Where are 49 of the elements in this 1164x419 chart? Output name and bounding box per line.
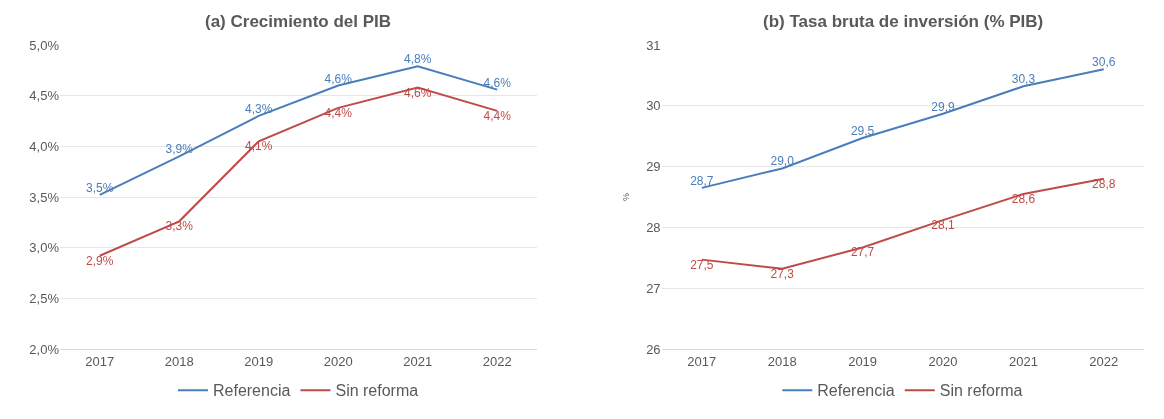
x-tick-label: 2021	[403, 353, 433, 369]
chart-title: (a) Crecimiento del PIB	[205, 12, 392, 31]
y-axis-title: %	[620, 192, 631, 202]
legend-label: Sin reforma	[939, 382, 1023, 400]
data-label: 4,4%	[483, 108, 512, 123]
data-label: 27,3	[770, 266, 795, 281]
chart-title: (b) Tasa bruta de inversión (% PIB)	[763, 12, 1044, 31]
data-label: 4,6%	[483, 75, 512, 90]
legend-label: Sin reforma	[335, 382, 419, 400]
legend-label: Referencia	[212, 382, 291, 400]
y-tick-label: 26	[646, 341, 661, 357]
y-tick-label: 28	[646, 219, 661, 235]
x-tick-label: 2019	[848, 353, 878, 369]
data-label: 4,6%	[324, 71, 353, 86]
x-tick-label: 2020	[928, 353, 958, 369]
y-tick-label: 27	[646, 280, 661, 296]
y-tick-label: 30	[646, 98, 661, 114]
data-label: 30,3	[1011, 72, 1036, 87]
y-tick-label: 2,5%	[29, 290, 60, 306]
x-tick-label: 2017	[85, 353, 115, 369]
data-label: 4,3%	[245, 101, 273, 116]
data-label: 30,6	[1092, 55, 1116, 70]
data-label: 4,8%	[404, 52, 432, 67]
y-tick-label: 31	[646, 37, 661, 53]
x-tick-label: 2020	[323, 353, 353, 369]
x-tick-label: 2019	[244, 353, 274, 369]
x-tick-label: 2018	[164, 353, 194, 369]
legend-label: Referencia	[817, 382, 895, 400]
y-tick-label: 5,0%	[29, 37, 60, 53]
y-tick-label: 4,0%	[29, 138, 60, 154]
x-tick-label: 2017	[687, 353, 717, 369]
y-tick-label: 3,5%	[29, 189, 60, 205]
data-label: 2,9%	[86, 253, 114, 268]
y-tick-label: 3,0%	[29, 240, 60, 256]
y-tick-label: 29	[646, 159, 661, 175]
data-label: 28,8	[1092, 176, 1116, 191]
y-tick-label: 2,0%	[29, 341, 60, 357]
data-label: 3,5%	[86, 180, 114, 195]
data-label: 29,0	[770, 154, 795, 169]
x-tick-label: 2022	[1089, 353, 1119, 369]
data-label: 29,9	[931, 99, 956, 114]
data-label: 28,7	[690, 173, 714, 188]
y-tick-label: 4,5%	[29, 88, 60, 104]
x-tick-label: 2018	[767, 353, 797, 369]
x-tick-label: 2021	[1008, 353, 1038, 369]
data-label: 3,9%	[165, 142, 194, 157]
x-tick-label: 2022	[482, 353, 512, 369]
data-label: 4,4%	[324, 105, 353, 120]
data-label: 29,5	[850, 124, 875, 139]
